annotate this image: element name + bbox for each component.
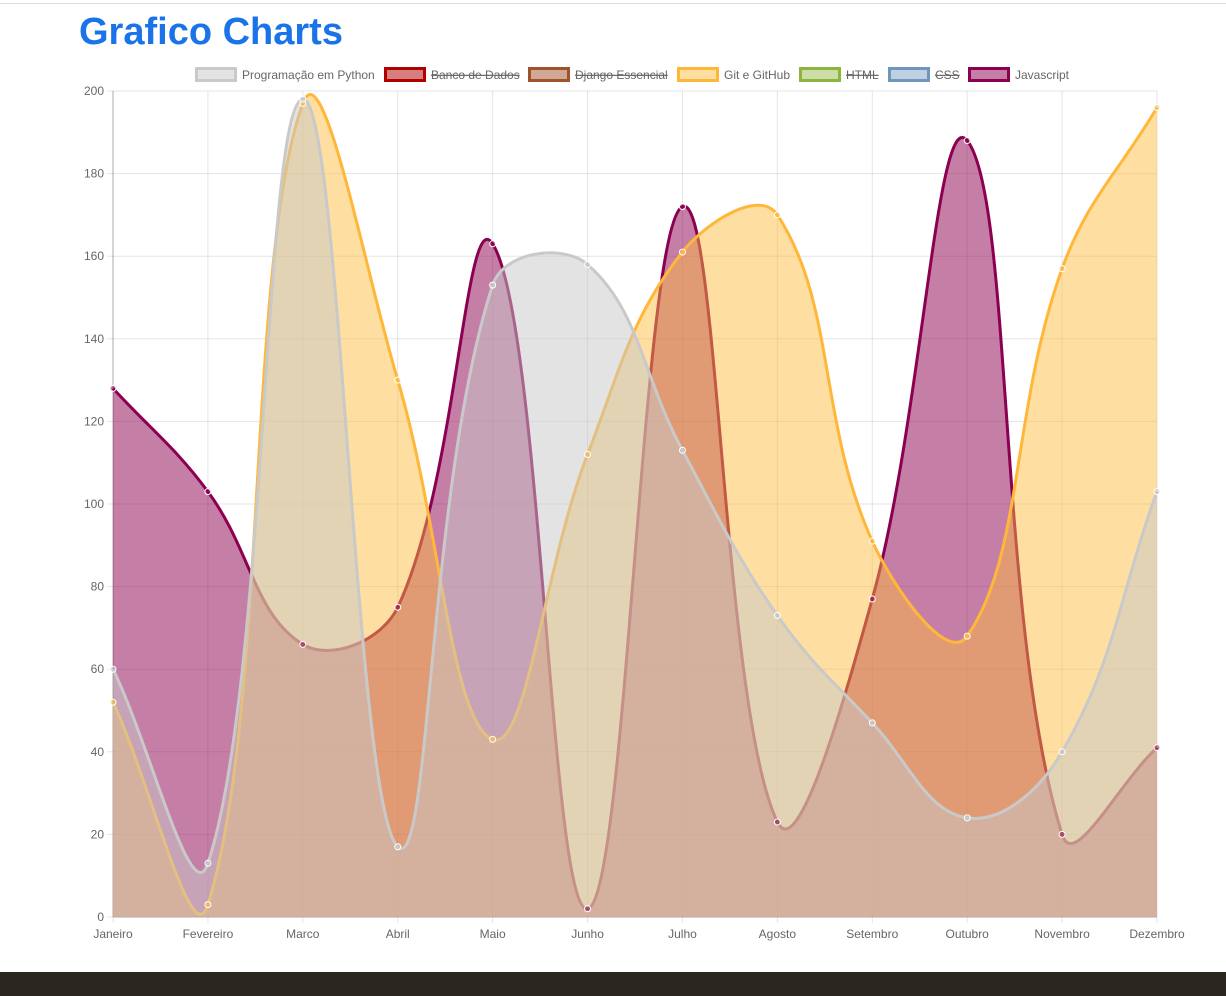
point (394, 843, 402, 851)
chart-title: Grafico Charts (79, 11, 343, 53)
y-tick-label: 40 (91, 745, 105, 759)
point (489, 735, 497, 743)
legend-label: Git e GitHub (724, 68, 790, 82)
x-tick-label: Abril (386, 927, 410, 941)
y-tick-label: 60 (91, 662, 105, 676)
legend-label: Banco de Dados (431, 68, 520, 82)
point (584, 450, 592, 458)
point (868, 595, 876, 603)
y-tick-label: 200 (84, 84, 104, 98)
y-tick-label: 80 (91, 580, 105, 594)
legend-swatch (195, 67, 237, 82)
x-tick-label: Junho (571, 927, 604, 941)
point (204, 488, 212, 496)
legend-item[interactable]: HTML (799, 67, 879, 82)
area (113, 99, 1157, 918)
top-border (0, 3, 1226, 4)
point (773, 612, 781, 620)
legend-label: Django Essencial (575, 68, 668, 82)
point (868, 537, 876, 545)
y-tick-label: 160 (84, 249, 104, 263)
point (394, 376, 402, 384)
point (1058, 748, 1066, 756)
point (678, 203, 686, 211)
x-tick-label: Maio (480, 927, 506, 941)
point (394, 603, 402, 611)
point (299, 95, 307, 103)
legend-label: HTML (846, 68, 879, 82)
point (584, 905, 592, 913)
legend-swatch (528, 67, 570, 82)
point (773, 818, 781, 826)
point (1058, 830, 1066, 838)
legend-swatch (677, 67, 719, 82)
legend-swatch (384, 67, 426, 82)
point (489, 281, 497, 289)
legend-swatch (799, 67, 841, 82)
point (1153, 104, 1161, 112)
y-tick-label: 140 (84, 332, 104, 346)
y-tick-label: 0 (97, 910, 104, 924)
point (584, 260, 592, 268)
legend-item[interactable]: Django Essencial (528, 67, 668, 82)
point (678, 248, 686, 256)
point (1153, 744, 1161, 752)
y-tick-label: 20 (91, 827, 105, 841)
point (963, 137, 971, 145)
legend-swatch (888, 67, 930, 82)
point (489, 240, 497, 248)
point (109, 698, 117, 706)
point (963, 632, 971, 640)
legend-label: Programação em Python (242, 68, 375, 82)
legend-item[interactable]: Git e GitHub (677, 67, 791, 82)
x-tick-label: Marco (286, 927, 320, 941)
point (868, 719, 876, 727)
point (109, 384, 117, 392)
point (204, 859, 212, 867)
legend-item[interactable]: Banco de Dados (384, 67, 520, 82)
y-tick-label: 100 (84, 497, 104, 511)
y-tick-label: 180 (84, 167, 104, 181)
point (109, 665, 117, 673)
x-tick-label: Fevereiro (183, 927, 234, 941)
x-tick-label: Agosto (759, 927, 797, 941)
point (1058, 265, 1066, 273)
point (299, 640, 307, 648)
legend-label: CSS (935, 68, 960, 82)
y-tick-label: 120 (84, 414, 104, 428)
x-tick-label: Julho (668, 927, 697, 941)
x-tick-label: Setembro (846, 927, 898, 941)
x-tick-label: Janeiro (93, 927, 133, 941)
legend-label: Javascript (1015, 68, 1070, 82)
x-tick-label: Dezembro (1129, 927, 1185, 941)
point (678, 446, 686, 454)
legend-item[interactable]: CSS (888, 67, 960, 82)
point (204, 901, 212, 909)
point (773, 211, 781, 219)
point (1153, 488, 1161, 496)
x-tick-label: Novembro (1034, 927, 1090, 941)
point (963, 814, 971, 822)
area (113, 137, 1157, 917)
line (111, 136, 1159, 911)
taskbar (0, 972, 1226, 996)
legend-swatch (968, 67, 1010, 82)
legend-item[interactable]: Programação em Python (195, 67, 375, 82)
x-tick-label: Outubro (946, 927, 990, 941)
legend-item[interactable]: Javascript (968, 67, 1070, 82)
